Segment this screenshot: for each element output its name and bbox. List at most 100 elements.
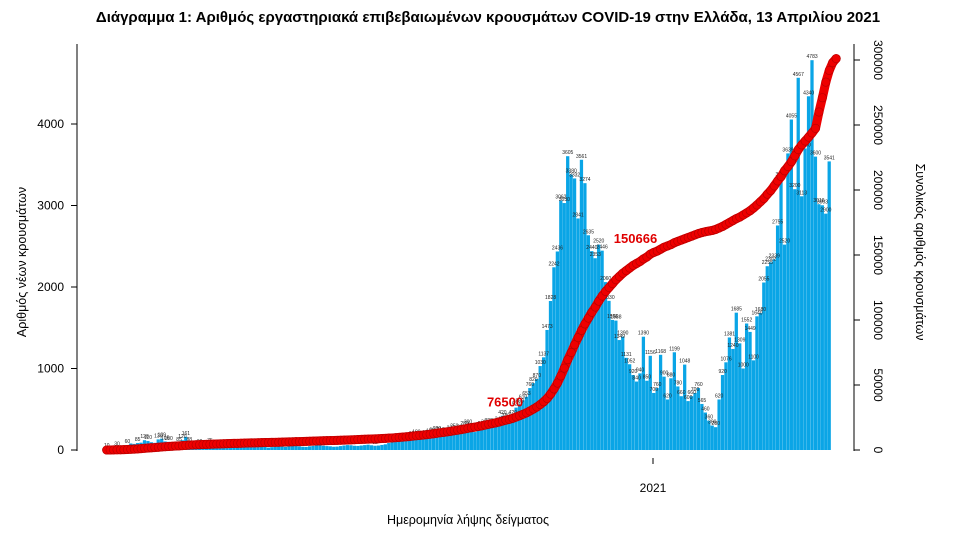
bar-label-187: 1449: [745, 326, 756, 332]
bar-label-160: 760: [653, 382, 662, 388]
bar-label-169: 600: [684, 395, 693, 401]
bar-label-186: 1552: [741, 318, 752, 324]
bar-204: [806, 96, 811, 450]
bar-178: [717, 399, 721, 450]
right-tick-label-0: 0: [871, 447, 885, 454]
bar-label-134: 3605: [562, 150, 573, 156]
bar-123: [528, 388, 532, 450]
bar-44: [256, 446, 260, 450]
bar-111: [486, 423, 491, 450]
bar-label-153: 920: [629, 369, 638, 375]
bar-label-9: 85: [135, 437, 141, 443]
bar-100: [449, 431, 453, 450]
bar-label-158: 1156: [645, 350, 656, 356]
bar-161: [658, 354, 663, 450]
bar-160: [655, 388, 659, 450]
bar-label-200: 3200: [789, 183, 800, 189]
bar-label-119: 520: [512, 402, 521, 408]
left-tick-label-4: 4000: [37, 117, 64, 131]
bar-65: [328, 446, 332, 450]
bar-label-21: 85: [176, 437, 182, 443]
bar-label-143: 2520: [593, 239, 604, 245]
bars-layer: [105, 60, 831, 451]
bar-label-209: 2900: [820, 208, 831, 214]
bar-label-121: 610: [519, 394, 528, 400]
bar-165: [672, 352, 676, 450]
bar-label-180: 1076: [720, 356, 731, 362]
bar-68: [338, 446, 343, 450]
bar-69: [342, 445, 346, 450]
bar-57: [301, 446, 305, 450]
bar-label-184: 1309: [734, 337, 745, 343]
cumulative-point-137: [573, 333, 583, 343]
bar-label-173: 565: [698, 398, 707, 404]
bar-63: [321, 445, 326, 450]
bar-label-132: 3062: [555, 194, 566, 200]
bar-208: [820, 205, 824, 450]
cumulative-label-2: 301103: [824, 0, 867, 3]
bar-86: [400, 440, 405, 450]
bar-191: [762, 282, 766, 450]
bar-172: [696, 388, 701, 450]
bar-133: [562, 203, 566, 450]
bar-label-135: 3380: [566, 169, 577, 175]
cumulative-point-131: [552, 378, 562, 388]
bar-164: [669, 378, 673, 450]
bar-label-122: 653: [522, 391, 531, 397]
bar-159: [652, 392, 656, 450]
bar-label-138: 3561: [576, 154, 587, 160]
bar-80: [380, 444, 384, 450]
bar-77: [369, 445, 374, 450]
bar-label-168: 1048: [679, 359, 690, 365]
bar-label-195: 2755: [772, 219, 783, 225]
bar-label-118: 420: [509, 410, 518, 416]
bar-128: [545, 329, 549, 450]
bar-199: [789, 119, 793, 451]
bar-96: [435, 432, 439, 450]
bar-label-175: 360: [705, 415, 714, 421]
bar-195: [775, 225, 780, 450]
bar-label-137: 2841: [573, 212, 584, 218]
bar-189: [755, 316, 759, 450]
bar-label-130: 2242: [548, 261, 559, 267]
bar-95: [431, 433, 436, 450]
bar-label-148: 1588: [610, 315, 621, 321]
bar-117: [507, 423, 511, 450]
x-axis-title: Ημερομηνία λήψης δείγματος: [387, 513, 549, 527]
cumulative-point-136: [570, 340, 580, 350]
bar-label-125: 870: [533, 373, 542, 379]
bar-label-157: 850: [643, 375, 652, 381]
cumulative-point-209: [821, 77, 831, 87]
x-tick-label: 2021: [640, 481, 667, 495]
bar-label-16: 139: [158, 433, 167, 439]
bar-label-201: 4567: [793, 72, 804, 78]
bar-99: [445, 433, 449, 450]
bar-209: [824, 213, 828, 450]
bar-label-154: 840: [632, 376, 641, 382]
bar-53: [287, 446, 291, 450]
cumulative-point-208: [817, 93, 827, 103]
bar-71: [349, 445, 353, 450]
bar-78: [373, 445, 377, 450]
bar-label-152: 1052: [624, 358, 635, 364]
bar-125: [535, 379, 539, 451]
bar-55: [294, 445, 298, 451]
bar-70: [345, 445, 350, 450]
bar-203: [803, 148, 807, 450]
bar-label-23: 161: [182, 431, 191, 437]
bar-label-127: 1137: [538, 351, 549, 357]
bar-43: [252, 447, 257, 450]
bar-75: [363, 445, 367, 450]
cumulative-point-133: [559, 363, 569, 373]
bar-label-140: 2635: [583, 229, 594, 235]
bar-label-142: 2353: [590, 252, 601, 258]
bar-187: [748, 331, 752, 450]
bar-186: [744, 323, 749, 450]
right-tick-label-2: 100000: [871, 300, 885, 340]
bar-183: [734, 312, 738, 450]
bar-label-193: 2302: [765, 256, 776, 262]
bar-82: [387, 443, 391, 450]
bar-label-146: 1830: [604, 295, 615, 301]
bar-193: [769, 262, 773, 450]
bar-72: [352, 445, 356, 450]
